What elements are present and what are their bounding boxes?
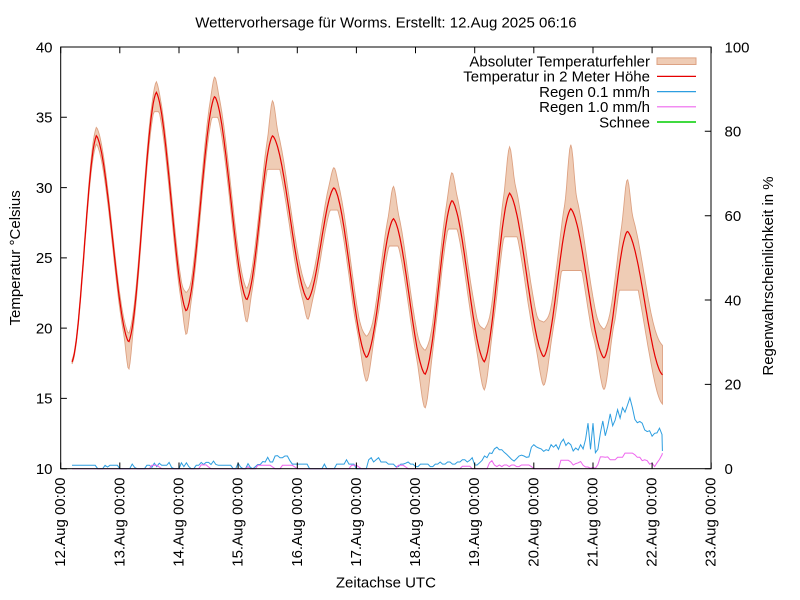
svg-text:100: 100: [725, 39, 750, 56]
svg-text:40: 40: [725, 292, 742, 309]
svg-text:0: 0: [725, 461, 733, 478]
svg-text:20: 20: [725, 377, 742, 394]
svg-text:Regen 0.1 mm/h: Regen 0.1 mm/h: [539, 84, 650, 101]
svg-text:Temperatur in 2 Meter Höhe: Temperatur in 2 Meter Höhe: [463, 69, 650, 86]
svg-text:10: 10: [36, 461, 53, 478]
svg-text:25: 25: [36, 250, 53, 267]
svg-text:14.Aug 00:00: 14.Aug 00:00: [171, 478, 188, 567]
svg-text:Wettervorhersage für Worms. Er: Wettervorhersage für Worms. Erstellt: 12…: [195, 14, 576, 31]
svg-text:80: 80: [725, 124, 742, 141]
svg-text:40: 40: [36, 39, 53, 56]
svg-text:Zeitachse UTC: Zeitachse UTC: [336, 575, 436, 592]
svg-text:Absoluter Temperaturfehler: Absoluter Temperaturfehler: [469, 54, 650, 71]
svg-text:17.Aug 00:00: 17.Aug 00:00: [348, 478, 365, 567]
svg-text:35: 35: [36, 110, 53, 127]
svg-text:19.Aug 00:00: 19.Aug 00:00: [466, 478, 483, 567]
svg-text:21.Aug 00:00: 21.Aug 00:00: [585, 478, 602, 567]
svg-text:60: 60: [725, 208, 742, 225]
svg-text:30: 30: [36, 180, 53, 197]
svg-text:12.Aug 00:00: 12.Aug 00:00: [52, 478, 69, 567]
svg-text:15: 15: [36, 391, 53, 408]
svg-text:15.Aug 00:00: 15.Aug 00:00: [230, 478, 247, 567]
svg-text:13.Aug 00:00: 13.Aug 00:00: [111, 478, 128, 567]
svg-text:Temperatur °Celsius: Temperatur °Celsius: [7, 190, 24, 325]
svg-text:20: 20: [36, 320, 53, 337]
svg-text:Regenwahrscheinlichkeit in %: Regenwahrscheinlichkeit in %: [760, 176, 777, 375]
svg-text:23.Aug 00:00: 23.Aug 00:00: [703, 478, 720, 567]
svg-text:Schnee: Schnee: [599, 114, 650, 131]
svg-text:20.Aug 00:00: 20.Aug 00:00: [525, 478, 542, 567]
svg-text:18.Aug 00:00: 18.Aug 00:00: [407, 478, 424, 567]
svg-text:Regen 1.0 mm/h: Regen 1.0 mm/h: [539, 99, 650, 116]
svg-text:16.Aug 00:00: 16.Aug 00:00: [289, 478, 306, 567]
svg-text:22.Aug 00:00: 22.Aug 00:00: [644, 478, 661, 567]
